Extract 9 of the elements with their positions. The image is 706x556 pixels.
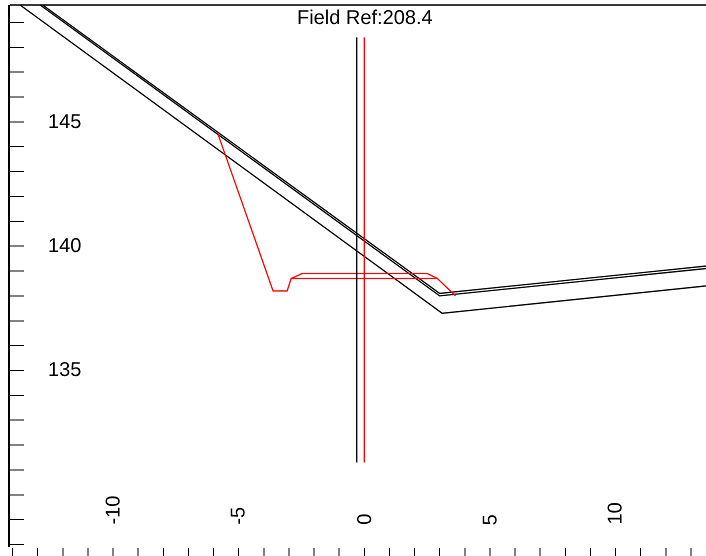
y-tick-label: 145 [48, 111, 82, 133]
x-tick-label: 10 [604, 502, 627, 525]
x-tick-label: -5 [228, 506, 250, 525]
x-tick-label: -10 [102, 496, 125, 525]
x-tick-label: 0 [354, 514, 376, 525]
y-tick-label: 140 [48, 235, 82, 257]
y-tick-label: 135 [48, 359, 82, 381]
annotation: Field Ref:208.4 [297, 7, 433, 29]
x-tick-label: 5 [479, 514, 502, 526]
